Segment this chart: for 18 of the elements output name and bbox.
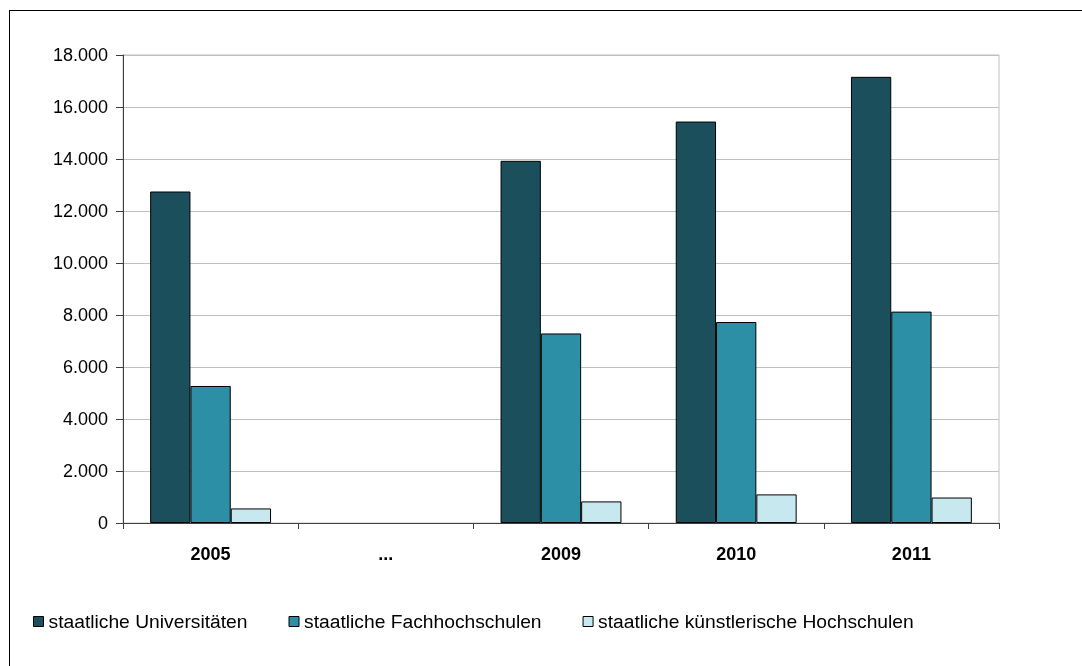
y-tick-label: 4.000 [62, 409, 108, 429]
x-tick-label: 2009 [540, 544, 582, 564]
y-tick-label: 0 [97, 513, 108, 533]
legend-label: staatliche Fachhochschulen [304, 611, 542, 632]
legend-label: staatliche Universitäten [48, 611, 248, 632]
y-tick-label: 10.000 [52, 253, 108, 273]
x-tick-label: 2010 [716, 544, 757, 564]
y-tick-label: 2.000 [62, 461, 108, 481]
y-tick-label: 6.000 [62, 357, 108, 377]
x-tick-label: ... [378, 544, 394, 564]
x-tick-label: 2005 [190, 544, 231, 564]
legend-label: staatliche künstlerische Hochschulen [598, 611, 914, 632]
x-tick-label: 2011 [891, 544, 931, 564]
y-tick-label: 14.000 [52, 149, 108, 169]
y-tick-label: 18.000 [52, 45, 108, 65]
y-tick-label: 12.000 [52, 201, 108, 221]
y-tick-label: 16.000 [52, 97, 108, 117]
y-tick-label: 8.000 [62, 305, 108, 325]
